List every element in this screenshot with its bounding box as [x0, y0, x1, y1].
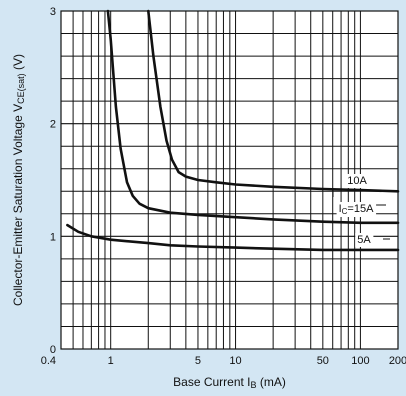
plot-frame — [60, 10, 399, 350]
x-tick-label: 100 — [351, 355, 369, 367]
y-axis-label-subscript: CE(sat) — [16, 73, 26, 104]
curve-label-main: I — [339, 203, 342, 215]
curve-label-rest: 10A — [347, 175, 367, 187]
y-tick-label: 2 — [50, 119, 56, 131]
y-tick-label: 3 — [50, 6, 56, 18]
curve-series-2 — [66, 223, 400, 252]
curve-label-rest: 5A — [357, 234, 371, 246]
y-tick-label: 1 — [50, 231, 56, 243]
y-axis-label-main: Collector-Emitter Saturation Voltage V — [11, 104, 25, 306]
x-tick-label: 1 — [108, 355, 114, 367]
curve-series-1 — [147, 9, 400, 193]
curve-annotations: IC=15A 10A 5A — [332, 174, 390, 247]
curve-label: 5A — [357, 234, 371, 246]
y-axis-label-unit: (V) — [11, 54, 25, 73]
curve-label-box — [336, 202, 377, 217]
x-axis-label-subscript: B — [251, 380, 257, 390]
curve-label-box — [345, 174, 370, 188]
grid-lines — [61, 11, 398, 349]
curve-label: 10A — [347, 175, 367, 187]
x-tick-label: 0.4 — [41, 355, 56, 367]
y-axis-label: Collector-Emitter Saturation Voltage VCE… — [11, 54, 26, 306]
curve-label-subscript: C — [342, 207, 348, 216]
curve-label-rest: =15A — [347, 203, 374, 215]
curve-label-box — [355, 233, 374, 247]
curve-series-0 — [106, 9, 400, 225]
x-tick-label: 200 — [389, 355, 406, 367]
x-axis-label: Base Current IB (mA) — [173, 375, 286, 390]
x-tick-label: 5 — [195, 355, 201, 367]
tick-labels: 0.4 1 5 10 50 100 200 0 1 2 3 — [41, 6, 406, 367]
x-tick-label: 10 — [229, 355, 241, 367]
x-tick-label: 50 — [317, 355, 329, 367]
curve-group — [66, 9, 400, 252]
x-axis-label-unit: (mA) — [257, 375, 286, 389]
y-tick-label: 0 — [50, 344, 56, 356]
x-axis-label-main: Base Current I — [173, 375, 250, 389]
curve-label: IC=15A — [339, 203, 375, 216]
